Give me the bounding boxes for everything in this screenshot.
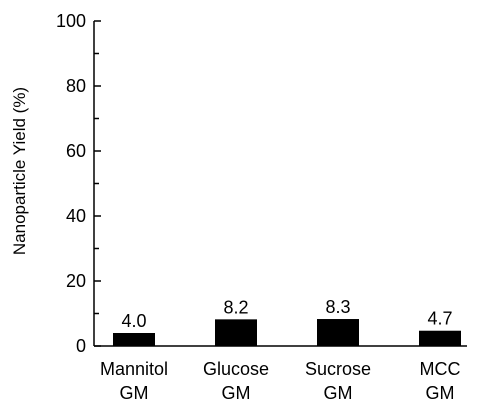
data-label: 4.0 <box>121 311 146 331</box>
category-label-line: GM <box>222 383 251 403</box>
category-label-line: Glucose <box>203 359 269 379</box>
category-label-line: GM <box>426 383 455 403</box>
bar <box>419 330 461 346</box>
category-label: Glucose GM <box>203 359 269 403</box>
data-label: 8.2 <box>223 297 248 317</box>
y-tick-label: 60 <box>66 141 86 161</box>
category-label: MCC GM <box>420 359 461 403</box>
category-label-line: Sucrose <box>305 359 371 379</box>
data-label: 4.7 <box>427 309 452 329</box>
y-tick-label: 20 <box>66 271 86 291</box>
category-label: Mannitol GM <box>100 359 168 403</box>
labels: 4.0 Mannitol GM 8.2 Glucose GM 8.3 Sucrose GM 4.7… <box>100 297 461 403</box>
bar <box>113 333 155 346</box>
bar <box>215 319 257 346</box>
category-label-line: GM <box>324 383 353 403</box>
bars <box>113 319 461 346</box>
y-tick-label: 80 <box>66 76 86 96</box>
y-tick-label: 40 <box>66 206 86 226</box>
bar <box>317 319 359 346</box>
category-label-line: Mannitol <box>100 359 168 379</box>
y-axis-title: Nanoparticle Yield (%) <box>10 87 29 255</box>
y-tick-label: 0 <box>76 336 86 356</box>
category-label: Sucrose GM <box>305 359 371 403</box>
category-label-line: GM <box>120 383 149 403</box>
y-tick-label: 100 <box>56 11 86 31</box>
category-label-line: MCC <box>420 359 461 379</box>
data-label: 8.3 <box>325 297 350 317</box>
axes: 0 20 40 60 80 100 <box>56 11 467 356</box>
